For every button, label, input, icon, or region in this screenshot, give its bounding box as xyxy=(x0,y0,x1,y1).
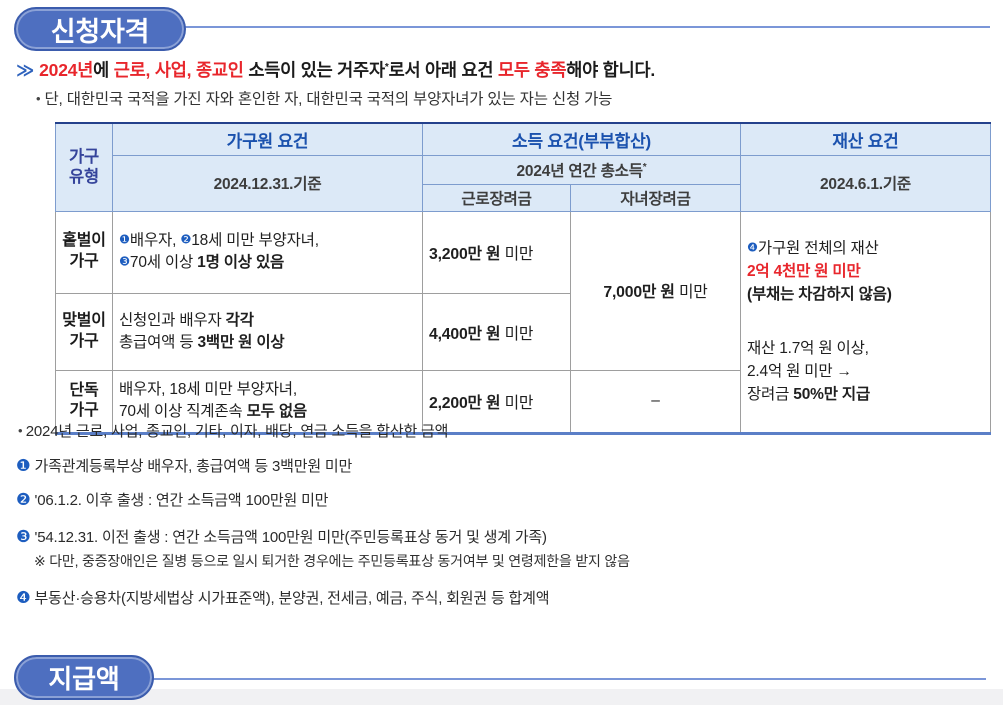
asterisk-bullet: • xyxy=(36,91,41,106)
header-member-requirement: 가구원 요건 xyxy=(112,122,423,156)
table-header-row-1: 가구 유형 가구원 요건 소득 요건(부부합산) 재산 요건 xyxy=(55,122,991,212)
table-row-single-income: 홑벌이 가구 ❶배우자, ❷18세 미만 부양자녀, ❸70세 이상 1명 이상… xyxy=(55,210,991,434)
section-divider-line xyxy=(180,26,990,28)
cell-property-requirement: ❹가구원 전체의 재산 2억 4천만 원 미만 (부채는 차감하지 않음) 재산… xyxy=(740,210,991,434)
cell-work-credit-amount: 4,400만 원 미만 xyxy=(422,293,571,372)
header-child-credit: 자녀장려금 xyxy=(570,183,741,212)
cell-member-requirement: ❶배우자, ❷18세 미만 부양자녀, ❸70세 이상 1명 이상 있음 xyxy=(112,210,423,295)
footnote-2: ❷ '06.1.2. 이후 출생 : 연간 소득금액 100만원 미만 xyxy=(16,491,329,509)
header-income-year: 2024년 연간 총소득* xyxy=(422,154,741,185)
footnote-3-subnote: ※ 다만, 중증장애인은 질병 등으로 일시 퇴거한 경우에는 주민등록표상 동… xyxy=(34,553,630,569)
header-household-type: 가구 유형 xyxy=(55,122,113,212)
header-income-requirement: 소득 요건(부부합산) xyxy=(422,122,741,156)
intro-line-2-text: 단, 대한민국 국적을 가진 자와 혼인한 자, 대한민국 국적의 부양자녀가 … xyxy=(44,91,613,108)
header-work-credit: 근로장려금 xyxy=(422,183,571,212)
section-divider-line-2 xyxy=(148,678,986,680)
eligibility-table: 가구 유형 가구원 요건 소득 요건(부부합산) 재산 요건 2024.12.3… xyxy=(55,122,991,435)
table-header-row-2: 2024.12.31.기준 2024년 연간 총소득* 2024.6.1.기준 xyxy=(56,154,991,212)
cell-member-requirement: 배우자, 18세 미만 부양자녀, 70세 이상 직계존속 모두 없음 xyxy=(112,370,423,434)
footnote-star: • 2024년 근로, 사업, 종교인, 기타, 이자, 배당, 연금 소득을 … xyxy=(18,423,449,440)
table-row-single-person: 단독 가구 배우자, 18세 미만 부양자녀, 70세 이상 직계존속 모두 없… xyxy=(55,370,991,434)
property-requirement-note: 재산 1.7억 원 이상, 2.4억 원 미만 → 장려금 50%만 지급 xyxy=(747,339,871,404)
footnote-1: ❶ 가족관계등록부상 배우자, 총급여액 등 3백만원 미만 xyxy=(16,457,353,475)
cell-child-credit-amount: 7,000만 원 미만 xyxy=(570,210,741,372)
header-member-date: 2024.12.31.기준 xyxy=(112,154,423,212)
next-section-background xyxy=(0,689,1003,705)
property-requirement-main: ❹가구원 전체의 재산 2억 4천만 원 미만 (부채는 차감하지 않음) xyxy=(747,239,892,304)
cell-household-type: 맞벌이 가구 xyxy=(55,293,113,372)
header-property-date: 2024.6.1.기준 xyxy=(740,154,991,212)
section-title-eligibility: 신청자격 xyxy=(14,7,186,51)
cell-work-credit-amount: 2,200만 원 미만 xyxy=(422,370,571,434)
footnote-3: ❸ '54.12.31. 이전 출생 : 연간 소득금액 100만원 미만(주민… xyxy=(16,528,547,546)
intro-line-2: • 단, 대한민국 국적을 가진 자와 혼인한 자, 대한민국 국적의 부양자녀… xyxy=(36,87,612,109)
cell-child-credit-none: – xyxy=(570,370,741,434)
table-row-dual-income: 맞벌이 가구 신청인과 배우자 각각 총급여액 등 3백만 원 이상 4,400… xyxy=(55,293,991,372)
intro-line-1: ≫ 2024년에 근로, 사업, 종교인 소득이 있는 거주자*로서 아래 요건 … xyxy=(16,57,655,82)
cell-work-credit-amount: 3,200만 원 미만 xyxy=(422,210,571,295)
cell-household-type: 단독 가구 xyxy=(55,370,113,434)
intro-line-1-text: 2024년에 근로, 사업, 종교인 소득이 있는 거주자*로서 아래 요건 모… xyxy=(39,60,656,80)
table-header-row-3: 근로장려금 자녀장려금 xyxy=(56,183,991,212)
cell-member-requirement: 신청인과 배우자 각각 총급여액 등 3백만 원 이상 xyxy=(112,293,423,372)
footnote-4: ❹ 부동산·승용차(지방세법상 시가표준액), 분양권, 전세금, 예금, 주식… xyxy=(16,589,550,607)
section-title-payment: 지급액 xyxy=(14,655,154,700)
header-property-requirement: 재산 요건 xyxy=(740,122,991,156)
double-chevron-icon: ≫ xyxy=(16,60,35,80)
cell-household-type: 홑벌이 가구 xyxy=(55,210,113,295)
